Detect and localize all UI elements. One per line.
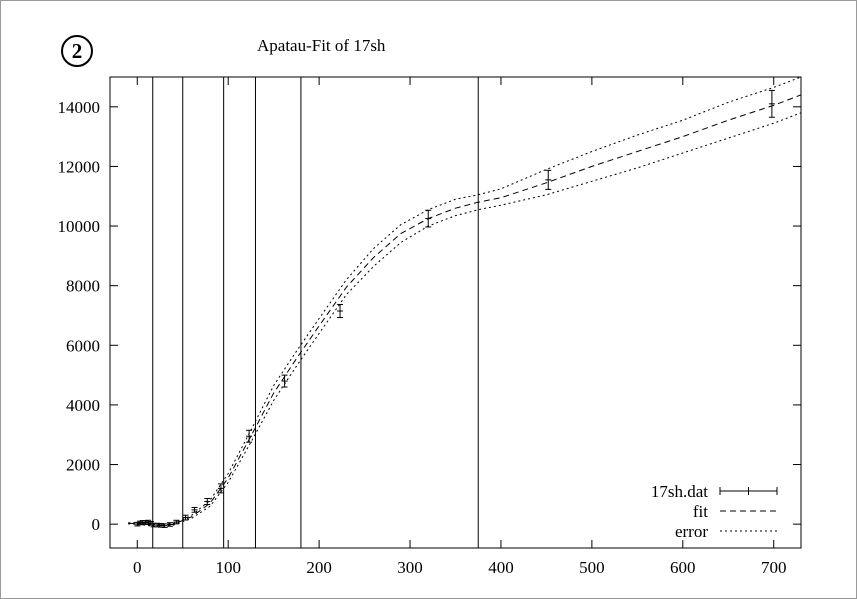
x-tick-label: 700 bbox=[761, 558, 787, 577]
y-tick-label: 0 bbox=[92, 515, 101, 534]
x-tick-label: 300 bbox=[397, 558, 423, 577]
x-tick-label: 500 bbox=[579, 558, 605, 577]
x-tick-label: 0 bbox=[133, 558, 142, 577]
plot-area bbox=[109, 76, 802, 549]
chart-title: Apatau-Fit of 17sh bbox=[257, 36, 386, 55]
series-layer bbox=[128, 77, 801, 528]
vertical-lines bbox=[152, 77, 479, 548]
legend-label: error bbox=[675, 522, 708, 541]
y-tick-label: 6000 bbox=[66, 336, 100, 355]
y-tick-label: 8000 bbox=[66, 277, 100, 296]
legend-label: 17sh.dat bbox=[651, 482, 708, 501]
series-line-error-lower bbox=[128, 112, 801, 528]
y-tick-label: 4000 bbox=[66, 396, 100, 415]
y-axis-ticks: 0 2000 4000 6000 8000 10000 12000 14000 bbox=[58, 98, 801, 534]
series-line-fit bbox=[128, 94, 801, 527]
x-tick-label: 200 bbox=[306, 558, 332, 577]
panel-badge-circle bbox=[61, 35, 93, 67]
y-tick-label: 10000 bbox=[58, 217, 101, 236]
y-tick-label: 14000 bbox=[58, 98, 101, 117]
x-axis-ticks: 0 100 200 300 400 500 600 700 bbox=[133, 77, 786, 577]
panel-badge: 2 bbox=[61, 35, 93, 67]
series-line-error-upper bbox=[128, 77, 801, 526]
x-tick-label: 100 bbox=[215, 558, 241, 577]
y-tick-label: 2000 bbox=[66, 456, 100, 475]
y-tick-label: 12000 bbox=[58, 157, 101, 176]
x-tick-label: 400 bbox=[488, 558, 514, 577]
legend-label: fit bbox=[693, 502, 708, 521]
panel-badge-label: 2 bbox=[72, 39, 83, 63]
x-tick-label: 600 bbox=[670, 558, 696, 577]
